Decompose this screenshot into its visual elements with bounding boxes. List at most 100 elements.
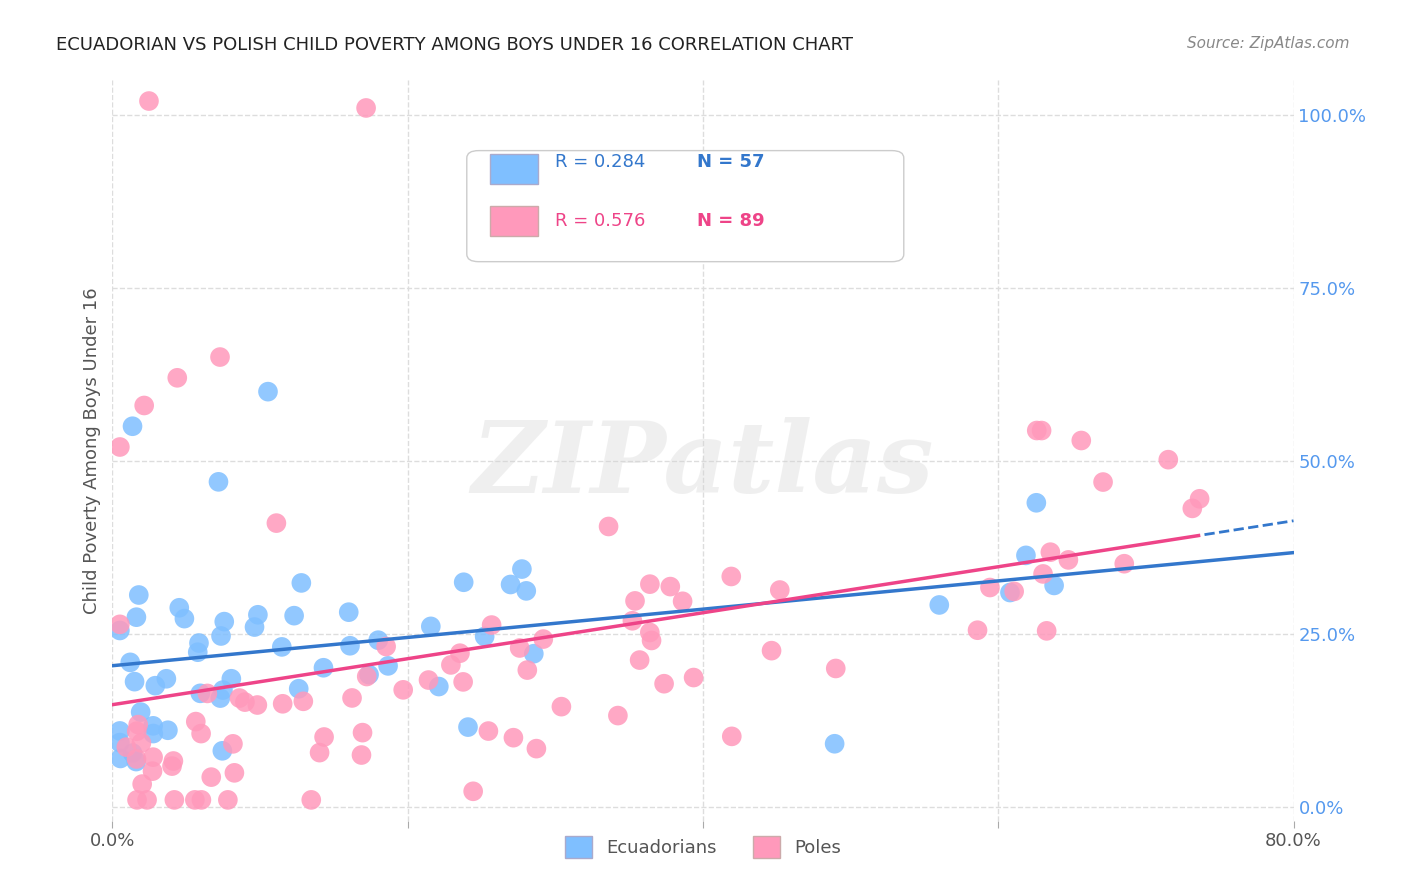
Poles: [418, 673, 440, 687]
Poles: [141, 764, 163, 779]
Poles: [127, 717, 149, 731]
Ecuadorians: [427, 680, 450, 694]
Poles: [142, 750, 165, 764]
Poles: [352, 725, 374, 739]
Poles: [659, 580, 682, 594]
Ecuadorians: [120, 656, 142, 670]
Ecuadorians: [357, 667, 380, 681]
Poles: [598, 519, 620, 533]
Text: ZIPatlas: ZIPatlas: [472, 417, 934, 514]
Ecuadorians: [221, 672, 243, 686]
Poles: [224, 765, 246, 780]
Text: R = 0.576: R = 0.576: [555, 212, 645, 230]
Ecuadorians: [367, 633, 389, 648]
Poles: [652, 676, 675, 690]
Poles: [392, 682, 415, 697]
Ecuadorians: [125, 610, 148, 624]
Ecuadorians: [339, 639, 361, 653]
Ecuadorians: [156, 723, 179, 738]
Ecuadorians: [1025, 496, 1047, 510]
Poles: [1070, 434, 1092, 448]
Poles: [1188, 491, 1211, 506]
Ecuadorians: [246, 607, 269, 622]
Poles: [195, 686, 218, 700]
Ecuadorians: [207, 475, 229, 489]
Poles: [640, 633, 662, 648]
Ecuadorians: [212, 615, 235, 629]
Poles: [108, 617, 131, 632]
Ecuadorians: [287, 681, 309, 696]
Ecuadorians: [499, 577, 522, 591]
Poles: [162, 754, 184, 768]
Poles: [720, 569, 742, 583]
Poles: [208, 350, 231, 364]
Poles: [108, 440, 131, 454]
Ecuadorians: [243, 620, 266, 634]
Ecuadorians: [188, 636, 211, 650]
Poles: [222, 737, 245, 751]
Ecuadorians: [1015, 549, 1038, 563]
Poles: [136, 793, 159, 807]
Poles: [531, 632, 554, 646]
Poles: [621, 614, 644, 628]
Ecuadorians: [457, 720, 479, 734]
Ecuadorians: [474, 630, 496, 644]
Ecuadorians: [121, 746, 143, 760]
Ecuadorians: [270, 640, 292, 654]
Poles: [166, 371, 188, 385]
Poles: [299, 793, 322, 807]
Ecuadorians: [209, 691, 232, 706]
Poles: [350, 747, 373, 762]
Ecuadorians: [155, 672, 177, 686]
Ecuadorians: [824, 737, 846, 751]
Poles: [1031, 424, 1053, 438]
Poles: [312, 730, 335, 744]
Ecuadorians: [212, 683, 235, 698]
Ecuadorians: [337, 605, 360, 619]
Poles: [125, 752, 148, 766]
Ecuadorians: [209, 629, 232, 643]
Ecuadorians: [110, 751, 132, 765]
Poles: [160, 759, 183, 773]
Poles: [1025, 424, 1047, 438]
Poles: [1092, 475, 1115, 489]
Poles: [163, 793, 186, 807]
Poles: [271, 697, 294, 711]
Poles: [509, 640, 531, 655]
Poles: [440, 657, 463, 672]
Ecuadorians: [515, 583, 537, 598]
Ecuadorians: [108, 624, 131, 638]
Poles: [125, 793, 148, 807]
Poles: [966, 624, 988, 638]
Ecuadorians: [257, 384, 280, 399]
FancyBboxPatch shape: [491, 154, 537, 184]
Text: ECUADORIAN VS POLISH CHILD POVERTY AMONG BOYS UNDER 16 CORRELATION CHART: ECUADORIAN VS POLISH CHILD POVERTY AMONG…: [56, 36, 853, 54]
Poles: [356, 669, 378, 683]
Poles: [638, 577, 661, 591]
Ecuadorians: [419, 619, 441, 633]
Poles: [550, 699, 572, 714]
Poles: [138, 94, 160, 108]
Poles: [1035, 624, 1057, 638]
Ecuadorians: [169, 600, 191, 615]
Text: N = 57: N = 57: [697, 153, 765, 170]
Ecuadorians: [1043, 578, 1066, 592]
Ecuadorians: [377, 659, 399, 673]
Poles: [769, 582, 792, 597]
FancyBboxPatch shape: [467, 151, 904, 261]
Ecuadorians: [121, 419, 143, 434]
Ecuadorians: [108, 735, 131, 749]
Poles: [720, 730, 742, 744]
Poles: [1039, 545, 1062, 559]
FancyBboxPatch shape: [491, 206, 537, 235]
Poles: [516, 663, 538, 677]
Poles: [1057, 553, 1080, 567]
Legend: Ecuadorians, Poles: Ecuadorians, Poles: [558, 829, 848, 865]
Ecuadorians: [211, 744, 233, 758]
Poles: [761, 643, 783, 657]
Poles: [340, 690, 363, 705]
Poles: [526, 741, 548, 756]
Ecuadorians: [128, 588, 150, 602]
Poles: [481, 618, 503, 632]
Poles: [1181, 501, 1204, 516]
